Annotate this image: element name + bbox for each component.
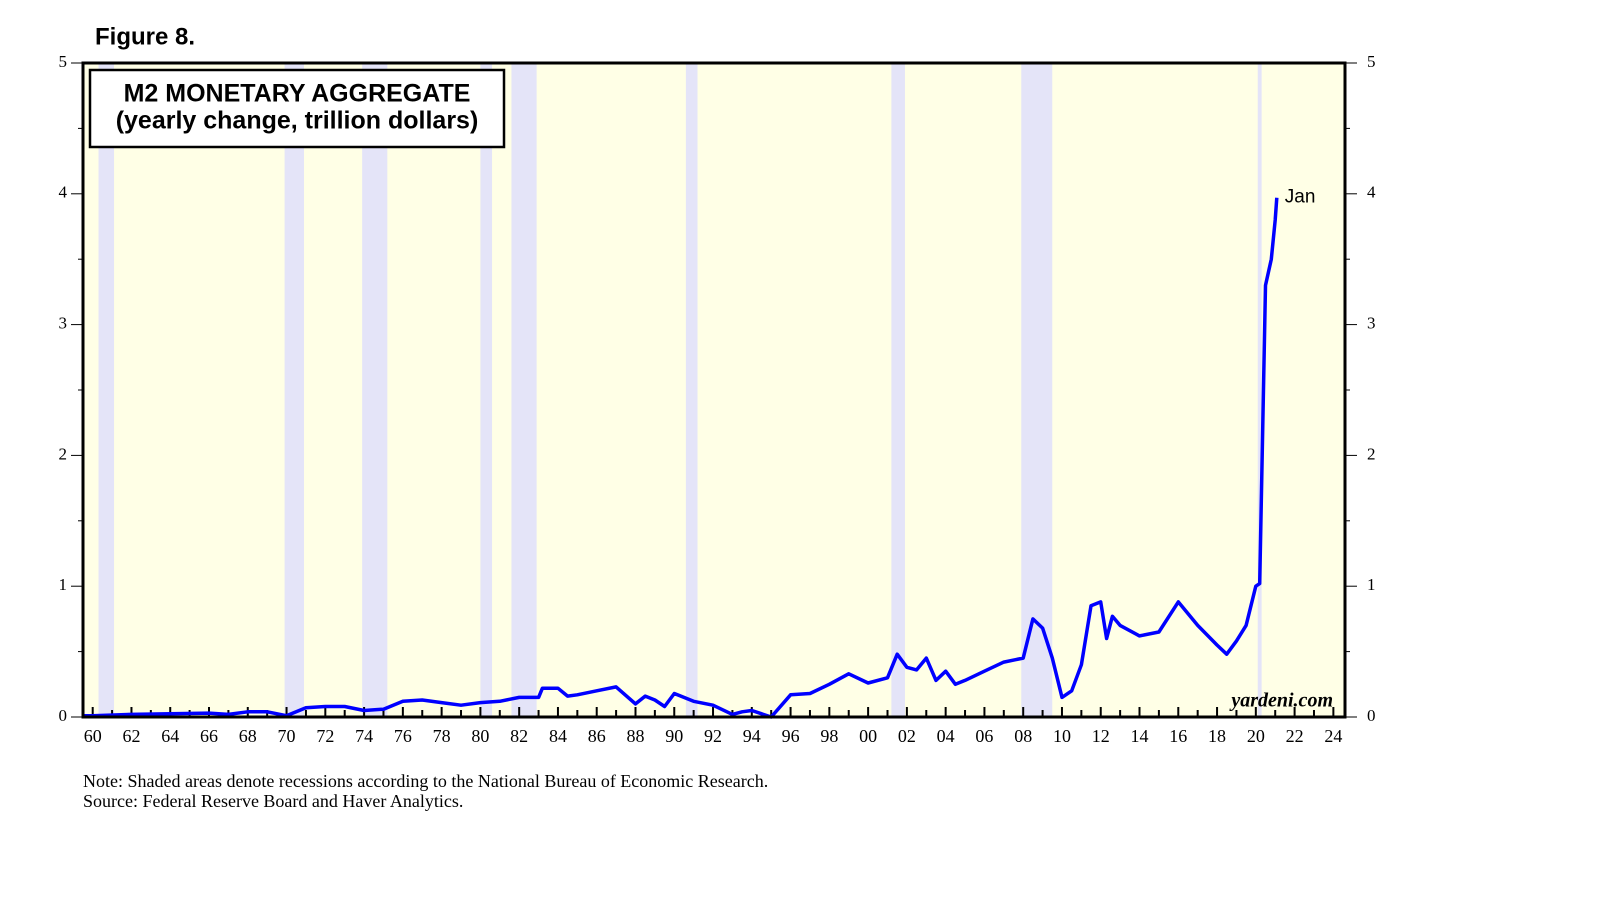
recession-shade — [362, 63, 388, 717]
recession-shade — [98, 63, 115, 717]
x-tick-label: 22 — [1286, 726, 1304, 746]
x-tick-label: 94 — [743, 726, 761, 746]
x-tick-label: 64 — [161, 726, 179, 746]
figure-label: Figure 8. — [95, 23, 195, 50]
y2-tick-label: 5 — [1367, 52, 1376, 71]
x-tick-label: 98 — [820, 726, 838, 746]
recession-shade — [891, 63, 905, 717]
x-tick-label: 06 — [975, 726, 993, 746]
x-tick-label: 60 — [84, 726, 102, 746]
y2-tick-label: 4 — [1367, 183, 1376, 202]
x-tick-label: 10 — [1053, 726, 1071, 746]
recession-shade — [1257, 63, 1262, 717]
source: Source: Federal Reserve Board and Haver … — [83, 791, 463, 811]
y2-tick-label: 1 — [1367, 575, 1376, 594]
x-tick-label: 72 — [316, 726, 334, 746]
y-tick-label: 2 — [59, 444, 68, 463]
x-tick-label: 66 — [200, 726, 218, 746]
x-tick-label: 86 — [588, 726, 606, 746]
chart-title: M2 MONETARY AGGREGATE — [124, 80, 471, 108]
watermark: yardeni.com — [1229, 690, 1333, 712]
x-tick-label: 90 — [665, 726, 683, 746]
x-tick-label: 16 — [1169, 726, 1187, 746]
y-tick-label: 1 — [59, 575, 68, 594]
y-tick-label: 5 — [59, 52, 68, 71]
y2-tick-label: 3 — [1367, 314, 1376, 333]
plot-frame — [81, 61, 1347, 719]
x-tick-label: 62 — [122, 726, 140, 746]
x-tick-label: 08 — [1014, 726, 1032, 746]
y-tick-label: 0 — [59, 706, 68, 725]
x-tick-label: 12 — [1092, 726, 1110, 746]
x-tick-label: 04 — [937, 726, 955, 746]
x-tick-label: 82 — [510, 726, 528, 746]
y-tick-label: 3 — [59, 314, 68, 333]
annotation: Jan — [1285, 187, 1316, 208]
x-tick-label: 00 — [859, 726, 877, 746]
recession-shade — [1021, 63, 1053, 717]
x-tick-label: 80 — [471, 726, 489, 746]
x-tick-label: 70 — [278, 726, 296, 746]
x-tick-label: 18 — [1208, 726, 1226, 746]
recession-shade — [511, 63, 537, 717]
y2-tick-label: 2 — [1367, 444, 1376, 463]
y-tick-label: 4 — [59, 183, 68, 202]
x-tick-label: 20 — [1247, 726, 1265, 746]
x-tick-label: 24 — [1324, 726, 1342, 746]
x-tick-label: 02 — [898, 726, 916, 746]
x-tick-label: 68 — [239, 726, 257, 746]
plot-background — [83, 63, 1345, 717]
x-tick-label: 88 — [626, 726, 644, 746]
recession-shade — [480, 63, 493, 717]
x-tick-label: 76 — [394, 726, 412, 746]
x-tick-label: 74 — [355, 726, 373, 746]
recession-shade — [284, 63, 304, 717]
x-tick-label: 84 — [549, 726, 567, 746]
y2-tick-label: 0 — [1367, 706, 1376, 725]
x-tick-label: 14 — [1131, 726, 1149, 746]
x-tick-label: 96 — [782, 726, 800, 746]
recession-shade — [685, 63, 698, 717]
x-tick-label: 92 — [704, 726, 722, 746]
title-box — [88, 68, 506, 149]
note: Note: Shaded areas denote recessions acc… — [83, 771, 768, 791]
chart-subtitle: (yearly change, trillion dollars) — [116, 107, 479, 135]
x-tick-label: 78 — [433, 726, 451, 746]
data-line — [83, 197, 1279, 719]
